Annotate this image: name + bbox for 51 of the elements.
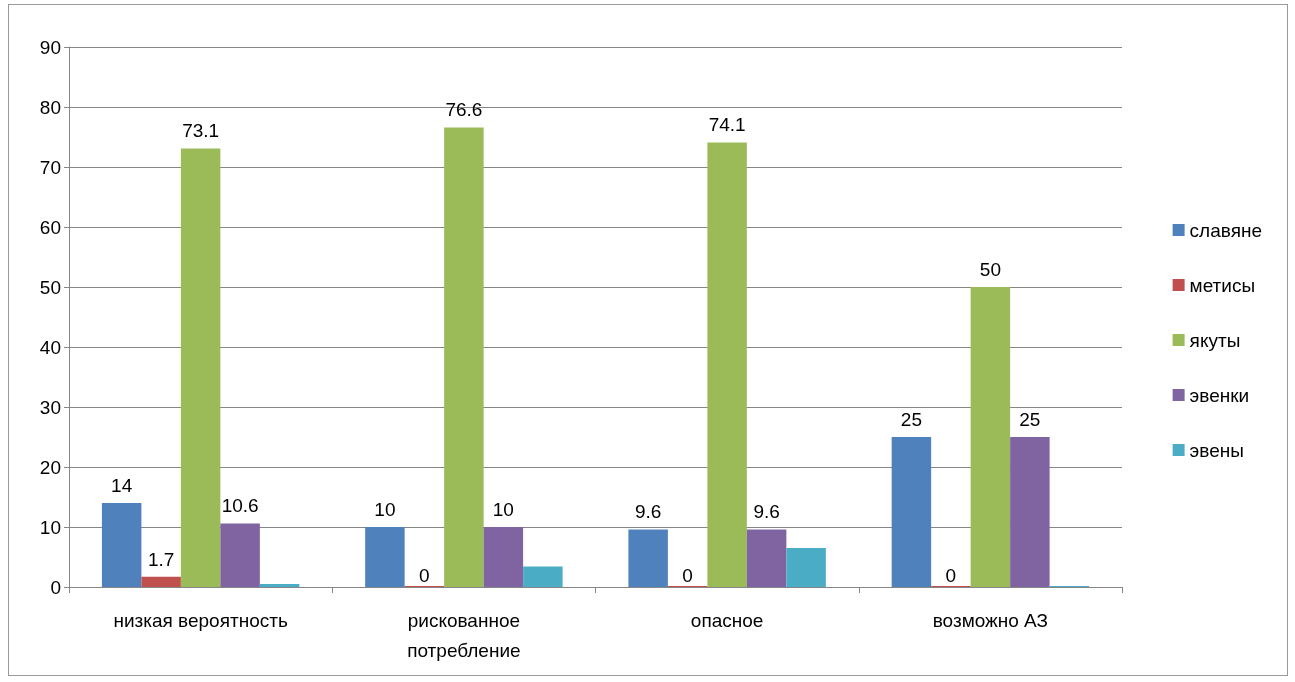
data-label: 1.7 — [147, 548, 175, 570]
data-label: 25 — [1019, 409, 1041, 430]
bar — [746, 529, 787, 587]
data-label: 73.1 — [182, 120, 220, 142]
bar — [141, 576, 181, 587]
data-label: 25 — [900, 409, 922, 430]
x-tick-label: рискованное потребление — [407, 609, 521, 661]
bar — [259, 584, 300, 587]
bar — [523, 566, 563, 587]
bar — [786, 548, 826, 587]
data-label: 9.6 — [753, 501, 780, 523]
data-label: 50 — [979, 259, 1001, 280]
bar — [220, 523, 260, 587]
y-tick-label: 90 — [39, 36, 61, 58]
y-tick-label: 80 — [39, 96, 61, 118]
data-label: 9.6 — [634, 501, 662, 523]
y-tick-label: 20 — [39, 456, 61, 478]
y-tick-label: 0 — [50, 576, 61, 598]
legend-label: якуты — [1189, 329, 1241, 351]
x-tick-label: опасное — [690, 609, 764, 631]
y-tick-label: 30 — [39, 396, 61, 418]
data-label: 14 — [111, 475, 133, 496]
data-label: 0 — [419, 565, 430, 586]
y-tick-label: 10 — [39, 516, 61, 538]
bar — [101, 503, 142, 587]
legend-label: славяне — [1189, 219, 1263, 241]
x-tick-label: низкая вероятность — [113, 609, 288, 631]
bar — [970, 287, 1011, 587]
x-tick-label: возможно АЗ — [932, 609, 1049, 631]
data-label: 74.1 — [708, 114, 746, 136]
y-tick-label: 50 — [39, 276, 61, 298]
data-label: 0 — [945, 565, 957, 586]
data-label: 76.6 — [445, 99, 483, 121]
data-label: 10.6 — [221, 495, 259, 517]
legend-label: метисы — [1189, 274, 1256, 296]
bar — [891, 437, 932, 587]
y-tick-label: 40 — [39, 336, 61, 358]
bar — [628, 529, 668, 587]
legend-label: эвены — [1189, 439, 1244, 461]
y-tick-label: 60 — [39, 216, 61, 238]
y-tick-label: 70 — [39, 156, 61, 178]
bar — [1010, 437, 1050, 587]
data-label: 10 — [374, 499, 396, 520]
data-label: 0 — [682, 565, 693, 586]
bar — [365, 527, 405, 587]
bar — [180, 148, 221, 587]
legend-label: эвенки — [1189, 384, 1250, 406]
bar — [444, 127, 484, 587]
bar — [483, 527, 524, 587]
bar — [707, 142, 747, 587]
data-label: 10 — [492, 499, 514, 520]
